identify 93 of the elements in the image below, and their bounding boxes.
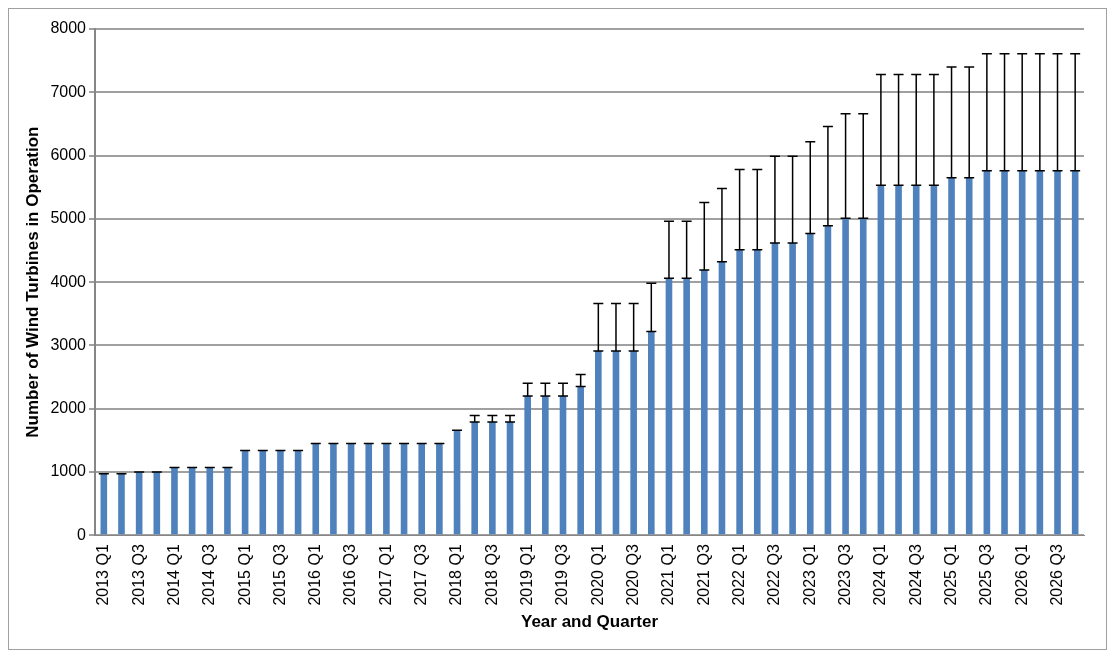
x-tick-label: 2015 Q3 xyxy=(270,544,288,606)
bar xyxy=(153,471,161,535)
bar xyxy=(277,450,284,535)
x-tick-label: 2013 Q3 xyxy=(129,544,147,606)
x-tick-label: 2024 Q1 xyxy=(871,544,889,606)
bar xyxy=(824,225,832,535)
y-tick-label: 0 xyxy=(77,525,87,543)
bar xyxy=(506,421,514,535)
bar xyxy=(489,421,496,535)
bar xyxy=(1036,170,1044,535)
bar xyxy=(718,261,726,535)
y-tick-label: 5000 xyxy=(50,209,87,227)
y-tick-label: 6000 xyxy=(50,145,87,163)
bar xyxy=(577,386,584,535)
bar xyxy=(312,443,320,535)
bar xyxy=(965,177,973,535)
bar xyxy=(842,218,849,535)
bar xyxy=(1054,170,1061,535)
bar xyxy=(347,443,355,535)
bar xyxy=(383,443,390,535)
bar xyxy=(453,430,461,535)
y-tick-label: 7000 xyxy=(50,82,87,100)
x-tick-label: 2018 Q1 xyxy=(447,544,465,606)
bar xyxy=(895,185,902,535)
bar xyxy=(983,170,991,535)
x-tick-label: 2014 Q3 xyxy=(200,544,218,606)
x-tick-label: 2021 Q3 xyxy=(694,544,712,606)
bar xyxy=(665,278,673,535)
bar xyxy=(595,351,602,535)
x-tick-label: 2019 Q1 xyxy=(518,544,536,606)
x-axis-title: Year and Quarter xyxy=(520,612,659,632)
x-tick-label: 2017 Q3 xyxy=(412,544,430,606)
bar xyxy=(806,233,814,535)
x-tick-label: 2024 Q3 xyxy=(906,544,924,606)
bar xyxy=(1071,170,1079,535)
y-axis-title: Number of Wind Turbines in Operation xyxy=(22,126,42,438)
y-tick-label: 8000 xyxy=(50,19,87,37)
x-tick-label: 2013 Q1 xyxy=(94,544,112,606)
x-tick-label: 2025 Q3 xyxy=(977,544,995,606)
x-tick-label: 2020 Q1 xyxy=(588,544,606,606)
bar xyxy=(241,450,249,535)
bar xyxy=(188,467,196,535)
bar xyxy=(912,185,920,535)
y-tick-label: 2000 xyxy=(50,399,87,417)
bar xyxy=(524,396,531,535)
x-tick-label: 2022 Q1 xyxy=(730,544,748,606)
bar xyxy=(559,396,567,535)
y-tick-label: 1000 xyxy=(50,462,87,480)
x-tick-label: 2017 Q1 xyxy=(376,544,394,606)
bar xyxy=(859,218,867,535)
bar xyxy=(436,443,443,535)
bar xyxy=(771,242,779,535)
bar xyxy=(753,249,761,535)
x-tick-label: 2015 Q1 xyxy=(235,544,253,606)
x-tick-label: 2020 Q3 xyxy=(624,544,642,606)
bar xyxy=(365,443,373,535)
bar xyxy=(930,185,938,535)
bar xyxy=(648,331,655,535)
bar xyxy=(1001,170,1008,535)
bar xyxy=(418,443,426,535)
bar xyxy=(118,473,125,535)
x-tick-label: 2021 Q1 xyxy=(659,544,677,606)
bar xyxy=(700,270,708,535)
bar xyxy=(471,421,479,535)
y-tick-label: 3000 xyxy=(50,335,87,353)
x-tick-label: 2026 Q3 xyxy=(1047,544,1065,606)
x-tick-label: 2025 Q1 xyxy=(941,544,959,606)
y-tick-label: 4000 xyxy=(50,272,87,290)
bar xyxy=(294,450,302,535)
bar xyxy=(542,396,549,535)
bar xyxy=(224,467,231,535)
x-tick-label: 2016 Q1 xyxy=(306,544,324,606)
bar xyxy=(612,351,620,535)
bar xyxy=(683,278,690,535)
x-tick-label: 2022 Q3 xyxy=(765,544,783,606)
bar xyxy=(789,242,796,535)
x-tick-label: 2023 Q1 xyxy=(800,544,818,606)
x-tick-label: 2019 Q3 xyxy=(553,544,571,606)
bar xyxy=(330,443,337,535)
bar xyxy=(736,249,743,535)
bar xyxy=(630,351,637,535)
bar xyxy=(259,450,267,535)
x-tick-label: 2023 Q3 xyxy=(835,544,853,606)
x-tick-label: 2026 Q1 xyxy=(1012,544,1030,606)
bar xyxy=(206,467,214,535)
x-tick-label: 2018 Q3 xyxy=(482,544,500,606)
bar xyxy=(877,185,885,535)
x-tick-label: 2016 Q3 xyxy=(341,544,359,606)
bar xyxy=(1018,170,1026,535)
x-tick-label: 2014 Q1 xyxy=(164,544,182,606)
bar xyxy=(400,443,408,535)
bar xyxy=(948,177,955,535)
bar xyxy=(171,467,178,535)
